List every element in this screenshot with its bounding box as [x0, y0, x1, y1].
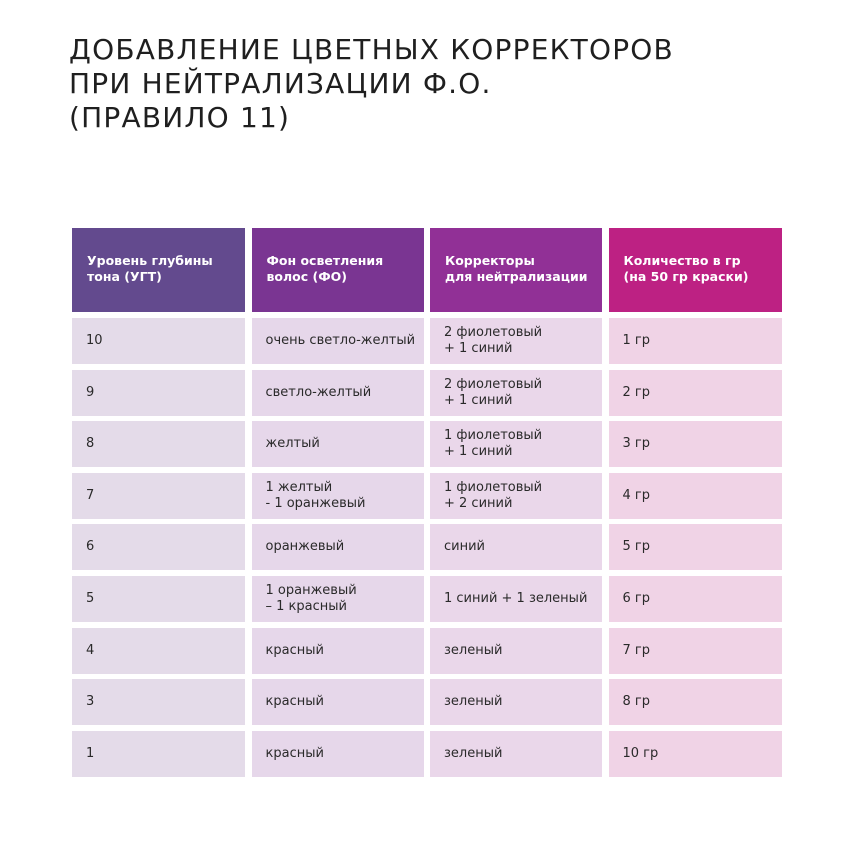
table-cell: зеленый: [430, 627, 602, 674]
table-cell: 6: [72, 524, 245, 571]
column-header: Количество в гр (на 50 гр краски): [608, 228, 782, 312]
title-line: (ПРАВИЛО 11): [69, 101, 291, 134]
page-title: ДОБАВЛЕНИЕ ЦВЕТНЫХ КОРРЕКТОРОВ ПРИ НЕЙТР…: [69, 33, 674, 135]
column-header: Фон осветления волос (ФО): [251, 228, 424, 312]
table-cell: 1 желтый - 1 оранжевый: [251, 472, 424, 519]
table-cell: красный: [251, 730, 424, 777]
table-cell: синий: [430, 524, 602, 571]
table-cell: 10: [72, 318, 245, 364]
table-cell: 1 оранжевый – 1 красный: [251, 575, 424, 622]
table-cell: 2 фиолетовый + 1 синий: [430, 369, 602, 416]
table-cell: 2 фиолетовый + 1 синий: [430, 318, 602, 364]
title-line: ДОБАВЛЕНИЕ ЦВЕТНЫХ КОРРЕКТОРОВ: [69, 33, 674, 66]
table-cell: оранжевый: [251, 524, 424, 571]
table-cell: зеленый: [430, 730, 602, 777]
table-cell: красный: [251, 627, 424, 674]
column-header: Корректоры для нейтрализации: [430, 228, 602, 312]
table-cell: 9: [72, 369, 245, 416]
table-cell: красный: [251, 679, 424, 726]
table-cell: 4: [72, 627, 245, 674]
table-cell: зеленый: [430, 679, 602, 726]
table-cell: 1: [72, 730, 245, 777]
table-cell: 8 гр: [608, 679, 782, 726]
table-cell: 5: [72, 575, 245, 622]
table-cell: 1 фиолетовый + 2 синий: [430, 472, 602, 519]
table-cell: 5 гр: [608, 524, 782, 571]
table-cell: 1 гр: [608, 318, 782, 364]
table-cell: светло-желтый: [251, 369, 424, 416]
table-cell: желтый: [251, 421, 424, 468]
table-cell: 1 фиолетовый + 1 синий: [430, 421, 602, 468]
table-cell: 4 гр: [608, 472, 782, 519]
table-cell: 10 гр: [608, 730, 782, 777]
table-cell: 8: [72, 421, 245, 468]
table-cell: 7: [72, 472, 245, 519]
corrector-table: Уровень глубины тона (УГТ) Фон осветления…: [72, 228, 782, 782]
table-cell: 7 гр: [608, 627, 782, 674]
table-cell: 6 гр: [608, 575, 782, 622]
title-line: ПРИ НЕЙТРАЛИЗАЦИИ Ф.О.: [69, 67, 492, 100]
table-cell: 3: [72, 679, 245, 726]
table-cell: 3 гр: [608, 421, 782, 468]
table-cell: очень светло-желтый: [251, 318, 424, 364]
table-cell: 2 гр: [608, 369, 782, 416]
table-cell: 1 синий + 1 зеленый: [430, 575, 602, 622]
column-header: Уровень глубины тона (УГТ): [72, 228, 245, 312]
